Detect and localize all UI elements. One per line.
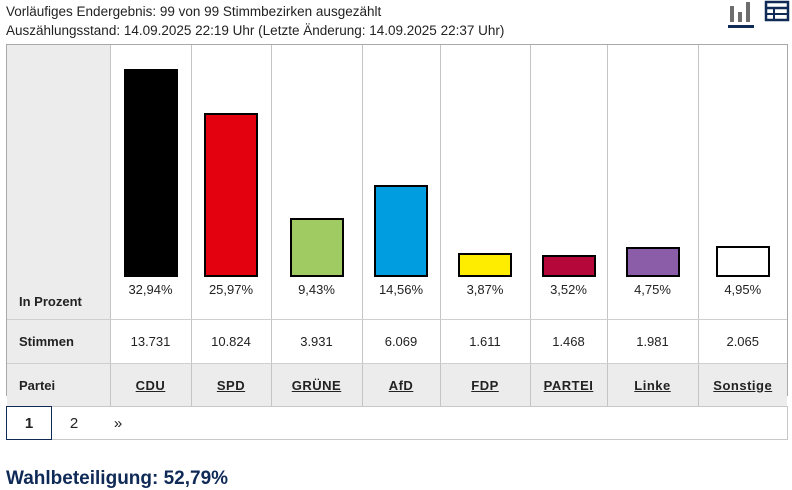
page-2-button[interactable]: 2 bbox=[69, 414, 79, 432]
votes-cdu: 13.731 bbox=[109, 319, 191, 364]
votes-gr-ne: 3.931 bbox=[270, 319, 362, 364]
bar-chart-icon bbox=[730, 2, 750, 22]
votes-row-label: Stimmen bbox=[7, 319, 110, 364]
bar-afd[interactable] bbox=[374, 185, 428, 277]
party-link-fdp[interactable]: FDP bbox=[471, 377, 499, 393]
party-cell-cdu: CDU bbox=[109, 363, 191, 406]
party-cell-partei: PARTEI bbox=[529, 363, 607, 406]
bar-cdu[interactable] bbox=[123, 69, 178, 277]
page-1-button[interactable]: 1 bbox=[6, 406, 52, 440]
table-icon bbox=[764, 0, 790, 22]
bar-gr-ne[interactable] bbox=[289, 217, 344, 277]
votes-linke: 1.981 bbox=[606, 319, 698, 364]
bar-cell-linke: 4,75% bbox=[606, 45, 698, 320]
bar-linke[interactable] bbox=[625, 247, 680, 277]
bar-fdp[interactable] bbox=[458, 252, 512, 277]
voter-turnout: Wahlbeteiligung: 52,79% bbox=[6, 468, 229, 489]
party-cell-fdp: FDP bbox=[439, 363, 530, 406]
bar-cell-gr-ne: 9,43% bbox=[270, 45, 362, 320]
party-cell-spd: SPD bbox=[190, 363, 271, 406]
votes-partei: 1.468 bbox=[529, 319, 607, 364]
bar-cell-spd: 25,97% bbox=[190, 45, 271, 320]
bar-sonstige[interactable] bbox=[715, 245, 770, 277]
result-header: Vorläufiges Endergebnis: 99 von 99 Stimm… bbox=[6, 2, 504, 40]
party-link-gr-ne[interactable]: GRÜNE bbox=[291, 377, 342, 393]
next-page-button[interactable]: » bbox=[113, 414, 123, 432]
party-cell-sonstige: Sonstige bbox=[697, 363, 787, 406]
percent-row-label: In Prozent bbox=[7, 45, 110, 320]
bar-partei[interactable] bbox=[541, 254, 596, 277]
bar-cell-afd: 14,56% bbox=[361, 45, 440, 320]
percent-row: In Prozent 32,94% 25,97% 9,43% 14,56% 3,87% 3… bbox=[7, 45, 787, 320]
bar-cell-cdu: 32,94% bbox=[109, 45, 191, 320]
party-cell-afd: AfD bbox=[361, 363, 440, 406]
chart-view-button[interactable] bbox=[728, 0, 754, 28]
votes-fdp: 1.611 bbox=[439, 319, 530, 364]
party-link-afd[interactable]: AfD bbox=[388, 377, 414, 393]
votes-sonstige: 2.065 bbox=[697, 319, 787, 364]
party-link-cdu[interactable]: CDU bbox=[135, 377, 166, 393]
bar-spd[interactable] bbox=[204, 113, 258, 277]
votes-spd: 10.824 bbox=[190, 319, 271, 364]
party-row-label: Partei bbox=[7, 363, 110, 406]
percent-label-linke: 4,75% bbox=[634, 282, 671, 297]
bar-cell-partei: 3,52% bbox=[529, 45, 607, 320]
percent-label-gr-ne: 9,43% bbox=[298, 282, 335, 297]
percent-label-fdp: 3,87% bbox=[466, 282, 504, 297]
votes-row: Stimmen 13.731 10.824 3.931 6.069 1.611 1.468… bbox=[7, 319, 787, 364]
percent-label-partei: 3,52% bbox=[550, 282, 587, 297]
results-chart: In Prozent 32,94% 25,97% 9,43% 14,56% 3,87% 3… bbox=[6, 44, 788, 406]
party-link-sonstige[interactable]: Sonstige bbox=[713, 377, 773, 393]
percent-label-cdu: 32,94% bbox=[128, 282, 173, 297]
table-view-button[interactable] bbox=[764, 0, 790, 28]
party-link-linke[interactable]: Linke bbox=[634, 377, 671, 393]
bar-cell-fdp: 3,87% bbox=[439, 45, 530, 320]
party-link-spd[interactable]: SPD bbox=[216, 377, 246, 393]
pagination: 1 2 » bbox=[6, 406, 788, 440]
view-toggle bbox=[728, 0, 790, 28]
result-status: Vorläufiges Endergebnis: 99 von 99 Stimm… bbox=[6, 4, 382, 19]
percent-label-afd: 14,56% bbox=[378, 282, 424, 297]
party-link-partei[interactable]: PARTEI bbox=[543, 377, 594, 393]
percent-label-spd: 25,97% bbox=[208, 282, 254, 297]
bar-cell-sonstige: 4,95% bbox=[697, 45, 787, 320]
count-timestamp: Auszählungsstand: 14.09.2025 22:19 Uhr (… bbox=[6, 23, 505, 38]
party-cell-gr-ne: GRÜNE bbox=[270, 363, 362, 406]
results-table: In Prozent 32,94% 25,97% 9,43% 14,56% 3,87% 3… bbox=[7, 45, 787, 406]
votes-afd: 6.069 bbox=[361, 319, 440, 364]
party-cell-linke: Linke bbox=[606, 363, 698, 406]
party-row: Partei CDU SPD GRÜNE AfD FDP PARTEI Linke Sonst… bbox=[7, 363, 787, 406]
percent-label-sonstige: 4,95% bbox=[724, 282, 762, 297]
